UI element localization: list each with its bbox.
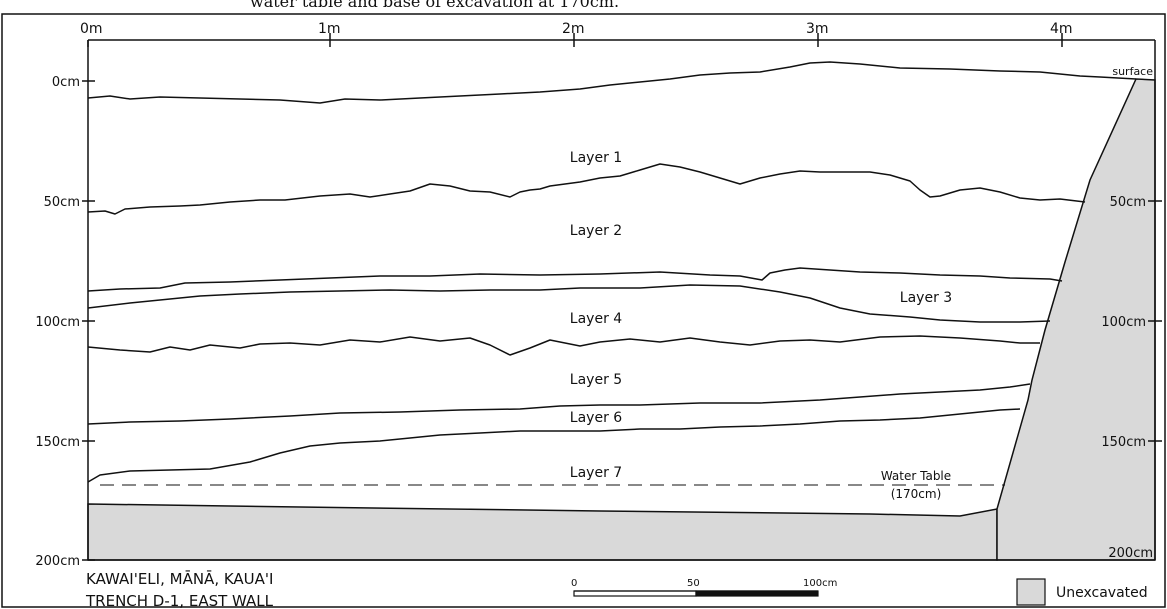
right-depth-label-50: 50cm	[1110, 195, 1146, 210]
scale-label-0: 0	[571, 578, 577, 589]
distance-label-1: 1m	[318, 21, 341, 37]
boundary-layer6-layer7	[87, 408, 1021, 483]
layer-label-3: Layer 3	[900, 290, 952, 306]
boundary-layer1-layer2	[87, 163, 1086, 215]
distance-label-0: 0m	[80, 21, 103, 37]
right-depth-label-200: 200cm	[1108, 546, 1153, 561]
left-depth-label-50: 50cm	[44, 195, 80, 210]
legend: Unexcavated	[1016, 578, 1148, 606]
left-depth-ticks	[82, 80, 95, 561]
site-title-line1: KAWAI'ELI, MĀNĀ, KAUA'I	[86, 570, 273, 588]
distance-ticks	[87, 33, 1063, 47]
layer-label-7: Layer 7	[570, 465, 622, 481]
right-depth-ticks	[1148, 200, 1162, 442]
figure-caption: water table and base of excavation at 17…	[250, 0, 620, 11]
legend-swatch	[1016, 578, 1046, 606]
right-depth-label-surface: surface	[1112, 65, 1153, 78]
layer-label-5: Layer 5	[570, 372, 622, 388]
distance-label-3: 3m	[806, 21, 829, 37]
outer-frame	[1, 13, 1166, 608]
surface-boundary	[87, 61, 1137, 104]
layer-boundaries	[87, 61, 1137, 483]
left-depth-label-100: 100cm	[35, 315, 80, 330]
scale-label-50: 50	[687, 578, 700, 589]
water-table-label: Water Table	[881, 469, 951, 483]
boundary-layer5-layer6	[87, 383, 1031, 425]
layer-label-2: Layer 2	[570, 223, 622, 239]
left-depth-labels: 0cm 50cm 100cm 150cm 200cm	[35, 75, 80, 569]
layer-labels: Layer 1 Layer 2 Layer 3 Layer 4 Layer 5 …	[570, 150, 952, 481]
layer-label-1: Layer 1	[570, 150, 622, 166]
distance-labels: 0m 1m 2m 3m 4m	[80, 21, 1073, 37]
left-depth-label-0: 0cm	[52, 75, 80, 90]
boundary-layer3-layer4	[87, 284, 1051, 323]
scale-bar: 0 50 100cm	[571, 578, 837, 597]
boundary-layer2-layer3	[87, 267, 1063, 292]
water-table-depth-label: (170cm)	[891, 487, 942, 501]
scale-label-100: 100cm	[803, 578, 837, 589]
right-depth-label-150: 150cm	[1101, 435, 1146, 450]
legend-label: Unexcavated	[1056, 585, 1148, 601]
right-depth-labels: surface 50cm 100cm 150cm 200cm	[1101, 65, 1153, 561]
boundary-layer4-layer5	[87, 335, 1040, 356]
distance-label-2: 2m	[562, 21, 585, 37]
layer-label-4: Layer 4	[570, 311, 622, 327]
site-title-line2: TRENCH D-1, EAST WALL	[85, 592, 274, 609]
right-depth-label-100: 100cm	[1101, 315, 1146, 330]
left-depth-label-200: 200cm	[35, 554, 80, 569]
site-title: KAWAI'ELI, MĀNĀ, KAUA'I TRENCH D-1, EAST…	[85, 570, 274, 609]
distance-label-4: 4m	[1050, 21, 1073, 37]
water-table-labels: Water Table (170cm)	[881, 469, 951, 501]
unexcavated-base	[87, 503, 998, 561]
left-depth-label-150: 150cm	[35, 435, 80, 450]
layer-label-6: Layer 6	[570, 410, 622, 426]
